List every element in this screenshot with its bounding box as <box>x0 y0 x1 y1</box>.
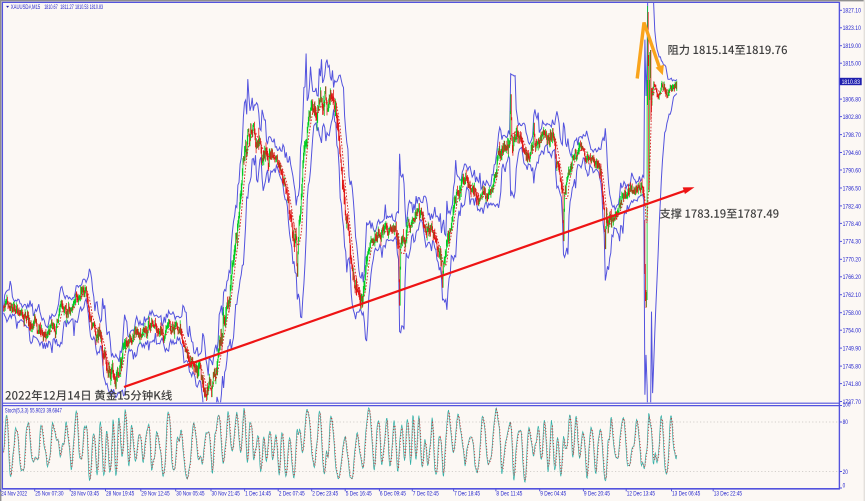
svg-text:7 Dec 02:45: 7 Dec 02:45 <box>413 490 439 497</box>
svg-text:1762.10: 1762.10 <box>843 292 862 299</box>
svg-text:1782.40: 1782.40 <box>843 203 862 210</box>
svg-text:20: 20 <box>843 469 849 476</box>
svg-text:6 Dec 09:45: 6 Dec 09:45 <box>380 490 406 497</box>
svg-text:13 Dec 06:45: 13 Dec 06:45 <box>672 490 701 497</box>
svg-text:Stoch(5,3,3): Stoch(5,3,3) <box>5 407 29 414</box>
svg-text:9 Dec 20:45: 9 Dec 20:45 <box>584 490 610 497</box>
svg-text:55.9023: 55.9023 <box>30 407 45 414</box>
svg-text:1745.80: 1745.80 <box>843 363 862 370</box>
svg-text:1737.70: 1737.70 <box>843 399 862 406</box>
svg-text:28 Nov 03:45: 28 Nov 03:45 <box>71 490 100 497</box>
svg-text:1810.67: 1810.67 <box>44 4 58 11</box>
svg-text:1778.40: 1778.40 <box>843 221 862 228</box>
svg-text:7 Dec 18:45: 7 Dec 18:45 <box>454 490 480 497</box>
svg-text:1786.50: 1786.50 <box>843 185 862 192</box>
svg-text:25 Nov 07:30: 25 Nov 07:30 <box>35 490 64 497</box>
svg-text:1802.80: 1802.80 <box>843 114 862 121</box>
svg-text:1819.00: 1819.00 <box>843 43 862 50</box>
svg-text:1810.53: 1810.53 <box>75 4 89 11</box>
svg-text:XAUUSD#,M15: XAUUSD#,M15 <box>11 4 41 11</box>
svg-text:1741.80: 1741.80 <box>843 381 862 388</box>
svg-text:24 Nov 2022: 24 Nov 2022 <box>1 490 27 497</box>
svg-text:1806.80: 1806.80 <box>843 97 862 104</box>
svg-text:100: 100 <box>843 401 851 408</box>
svg-text:0: 0 <box>843 483 846 490</box>
svg-text:30 Nov 05:45: 30 Nov 05:45 <box>176 490 205 497</box>
svg-text:80: 80 <box>843 419 849 426</box>
svg-text:12 Dec 13:45: 12 Dec 13:45 <box>627 490 656 497</box>
svg-text:5 Dec 16:45: 5 Dec 16:45 <box>346 490 372 497</box>
svg-text:1774.30: 1774.30 <box>843 239 862 246</box>
svg-text:9 Dec 04:45: 9 Dec 04:45 <box>540 490 566 497</box>
svg-text:1823.10: 1823.10 <box>843 25 862 32</box>
svg-text:1810.83: 1810.83 <box>90 4 104 11</box>
svg-text:1766.20: 1766.20 <box>843 274 862 281</box>
svg-text:13 Dec 22:45: 13 Dec 22:45 <box>714 490 743 497</box>
svg-text:28 Nov 19:45: 28 Nov 19:45 <box>106 490 135 497</box>
svg-text:1810.83: 1810.83 <box>842 79 861 86</box>
svg-text:1754.00: 1754.00 <box>843 328 862 335</box>
svg-text:29 Nov 12:45: 29 Nov 12:45 <box>141 490 170 497</box>
svg-text:8 Dec 11:45: 8 Dec 11:45 <box>496 490 522 497</box>
svg-text:1790.60: 1790.60 <box>843 167 862 174</box>
svg-text:1749.90: 1749.90 <box>843 346 862 353</box>
svg-text:1794.60: 1794.60 <box>843 150 862 157</box>
svg-text:1798.70: 1798.70 <box>843 132 862 139</box>
svg-text:1827.10: 1827.10 <box>843 8 862 15</box>
svg-text:2 Dec 07:45: 2 Dec 07:45 <box>279 490 305 497</box>
svg-text:2 Dec 23:45: 2 Dec 23:45 <box>312 490 338 497</box>
svg-text:30 Nov 21:45: 30 Nov 21:45 <box>212 490 241 497</box>
svg-text:1758.00: 1758.00 <box>843 310 862 317</box>
svg-text:1770.20: 1770.20 <box>843 257 862 264</box>
svg-text:1815.00: 1815.00 <box>843 61 862 68</box>
svg-text:39.6847: 39.6847 <box>47 407 63 414</box>
svg-text:1 Dec 14:45: 1 Dec 14:45 <box>245 490 271 497</box>
svg-text:1811.27: 1811.27 <box>60 4 74 11</box>
